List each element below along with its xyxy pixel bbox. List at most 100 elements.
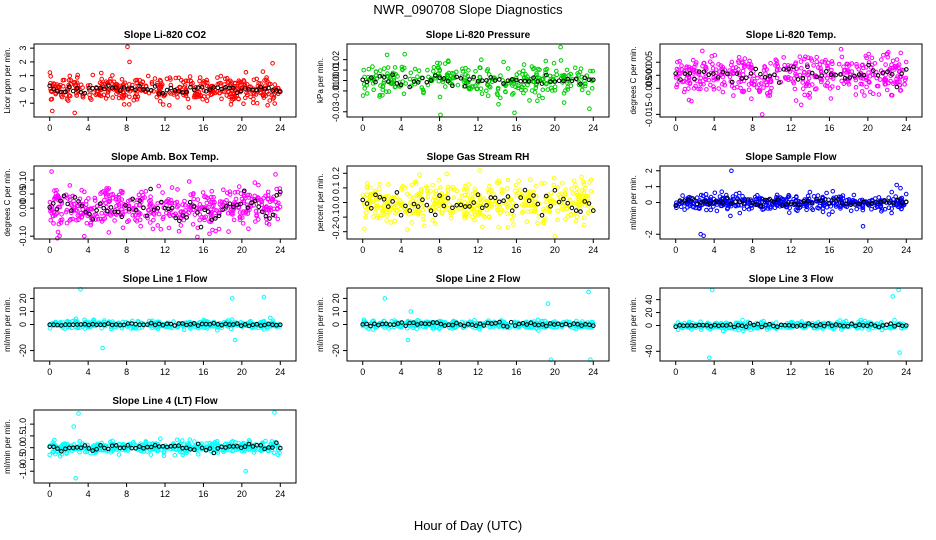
data-point (204, 98, 210, 104)
data-point (172, 452, 178, 458)
x-tick-label: 8 (750, 367, 755, 377)
data-point (389, 81, 395, 87)
data-point (736, 55, 742, 60)
data-point (899, 206, 904, 212)
mean-point (72, 194, 78, 200)
data-point (707, 59, 713, 65)
data-point (700, 48, 705, 54)
data-point (853, 92, 859, 97)
x-tick-label: 0 (47, 245, 52, 255)
data-point (149, 81, 155, 87)
outlier-point (894, 182, 900, 188)
data-point (138, 81, 143, 87)
data-point (879, 57, 884, 62)
data-point (232, 190, 238, 195)
mean-point (739, 76, 744, 81)
mean-point (734, 71, 740, 76)
data-point (876, 92, 882, 97)
data-point (540, 87, 546, 93)
data-point (543, 67, 548, 73)
data-point (72, 80, 78, 85)
y-tick-label: 20 (644, 308, 654, 318)
data-point (746, 87, 752, 93)
data-point (459, 193, 465, 199)
x-axis: 0 4 8 12 16 20 24 (673, 117, 911, 133)
mean-point (216, 213, 222, 219)
data-point (112, 211, 118, 216)
data-point (116, 192, 122, 198)
data-point (752, 194, 758, 200)
data-point (472, 186, 478, 192)
data-point (157, 86, 162, 91)
data-point (475, 80, 480, 86)
data-point (415, 212, 421, 217)
data-point (901, 67, 906, 73)
data-point (859, 63, 865, 68)
data-point (698, 75, 704, 81)
data-point (180, 202, 185, 207)
data-point (845, 67, 850, 73)
mean-point (172, 88, 178, 93)
mean-point (360, 77, 366, 83)
data-point (175, 95, 180, 100)
data-point (222, 76, 228, 81)
mean-point (61, 193, 67, 199)
data-point (810, 82, 815, 87)
data-point (551, 182, 557, 188)
data-point (393, 211, 398, 216)
data-point (454, 188, 460, 194)
data-point (232, 93, 237, 99)
data-point (259, 199, 265, 205)
data-point (108, 76, 113, 82)
data-point (737, 72, 742, 77)
data-point (762, 64, 767, 69)
mean-point (377, 74, 383, 79)
data-point (112, 218, 117, 223)
data-point (169, 185, 175, 190)
data-point (680, 193, 685, 198)
data-point (782, 62, 787, 68)
mean-point (488, 75, 494, 80)
mean-point (475, 78, 481, 84)
data-point (215, 75, 220, 80)
x-tick-label: 24 (275, 367, 285, 377)
data-point (470, 191, 476, 197)
mean-point (97, 201, 103, 207)
data-point (690, 57, 696, 63)
data-point (854, 206, 860, 212)
data-point (460, 66, 465, 72)
mean-point (415, 204, 421, 209)
data-point (764, 67, 769, 72)
data-point (102, 197, 107, 203)
data-point (208, 212, 214, 218)
data-point (547, 209, 553, 215)
x-tick-label: 4 (399, 245, 404, 255)
data-point (682, 86, 688, 92)
data-point (241, 79, 247, 84)
data-point (259, 87, 265, 92)
data-point (167, 103, 172, 108)
x-tick-label: 20 (237, 123, 247, 133)
data-point (430, 197, 436, 203)
data-point (838, 206, 843, 211)
data-point (674, 66, 680, 72)
x-tick-label: 8 (437, 367, 442, 377)
data-point (699, 202, 705, 208)
data-point (436, 178, 442, 183)
data-point (807, 90, 813, 96)
data-point (886, 80, 892, 86)
mean-point (526, 198, 532, 203)
mean-point (569, 78, 575, 84)
y-tick-label: -1 (18, 99, 28, 107)
data-point (674, 84, 679, 90)
mean-point (518, 79, 524, 84)
data-point (682, 207, 687, 212)
outlier-point (270, 61, 275, 66)
data-point (544, 81, 549, 86)
data-point (892, 317, 897, 323)
outlier-point (545, 301, 551, 306)
data-point (542, 181, 547, 186)
data-point (549, 85, 554, 91)
mean-point (582, 199, 588, 204)
